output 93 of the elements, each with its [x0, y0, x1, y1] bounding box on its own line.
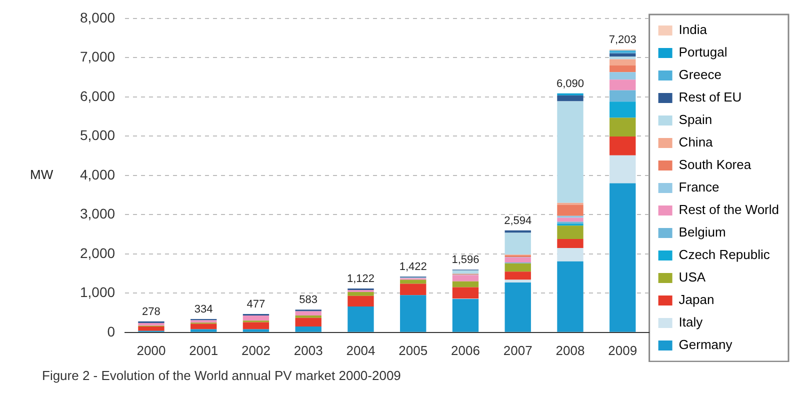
total-label: 2,594 — [504, 214, 532, 227]
legend-label: Portugal — [678, 44, 728, 60]
bar — [557, 248, 584, 262]
y-tick-label: 0 — [107, 323, 116, 340]
total-label: 583 — [299, 294, 318, 306]
bar — [557, 95, 584, 102]
bar — [557, 204, 584, 216]
bar — [610, 53, 636, 56]
bar — [504, 282, 531, 332]
x-tick-label: 2000 — [136, 342, 166, 358]
legend-label: Italy — [678, 314, 704, 330]
x-tick-label: 2008 — [556, 342, 585, 358]
total-label: 477 — [246, 298, 266, 310]
bar — [190, 324, 217, 330]
bar — [557, 101, 584, 203]
caption: Figure 2 - Evolution of the World annual PV market 2000-2009 — [42, 368, 401, 383]
x-tick-label: 2004 — [346, 342, 376, 358]
bar — [610, 80, 636, 90]
bar — [400, 295, 426, 332]
bar — [295, 311, 322, 316]
bar — [400, 284, 426, 296]
bar — [348, 292, 374, 296]
total-label: 334 — [194, 304, 213, 316]
bar — [190, 329, 217, 332]
bar — [610, 183, 636, 332]
bar — [452, 270, 479, 274]
legend-label: USA — [678, 270, 706, 285]
y-tick-label: 6,000 — [80, 88, 116, 104]
bar — [610, 155, 636, 184]
x-tick-label: 2005 — [398, 342, 428, 358]
legend-label: Rest of EU — [678, 90, 742, 105]
bar — [452, 287, 479, 299]
x-tick-label: 2009 — [608, 342, 638, 358]
total-label: 278 — [142, 306, 160, 318]
legend-label: Rest of the World — [678, 202, 780, 218]
x-tick-label: 2006 — [451, 342, 480, 358]
x-tick-label: 2002 — [242, 342, 270, 358]
bar — [557, 226, 584, 239]
bar — [242, 322, 270, 330]
y-tick-label: 2,000 — [80, 244, 116, 261]
bar — [295, 318, 322, 327]
total-label: 1,122 — [346, 272, 374, 285]
bar — [138, 322, 164, 326]
bar — [504, 257, 531, 263]
y-tick-label: 4,000 — [80, 166, 116, 182]
bar — [610, 59, 636, 66]
bar — [504, 263, 531, 272]
y-tick-label: 1,000 — [80, 284, 116, 300]
bar — [610, 66, 636, 72]
legend-label: Germany — [678, 337, 733, 352]
bar — [610, 136, 636, 156]
bar — [504, 280, 531, 283]
bar — [557, 218, 584, 222]
bar — [610, 72, 636, 80]
y-tick-label: 7,000 — [80, 48, 116, 65]
legend-label: Spain — [678, 112, 712, 128]
legend-label: Japan — [678, 292, 714, 308]
bar — [348, 306, 374, 332]
total-label: 6,090 — [556, 78, 584, 90]
bar — [295, 326, 322, 332]
legend-label: Czech Republic — [678, 247, 770, 262]
legend-label: Greece — [678, 67, 722, 82]
total-label: 1,596 — [452, 254, 480, 266]
bar — [452, 275, 479, 282]
y-axis-title: MW — [30, 166, 54, 182]
total-label: 1,422 — [399, 261, 427, 274]
legend-label: Belgium — [678, 224, 726, 240]
bar — [610, 90, 636, 102]
bar — [504, 272, 531, 280]
bar — [610, 118, 636, 137]
bar — [452, 281, 479, 288]
bar — [610, 56, 636, 60]
total-label: 7,203 — [608, 34, 636, 46]
x-tick-label: 2003 — [294, 342, 323, 358]
y-tick-label: 3,000 — [80, 206, 116, 222]
bar — [138, 326, 164, 331]
bar — [504, 232, 531, 255]
legend-label: China — [678, 134, 714, 150]
legend-label: France — [678, 180, 720, 195]
legend-label: South Korea — [678, 157, 752, 172]
bar — [452, 299, 479, 332]
y-tick-label: 8,000 — [80, 9, 116, 26]
bar — [242, 316, 270, 321]
legend-label: India — [678, 22, 708, 38]
bar — [348, 296, 374, 306]
bar — [557, 238, 584, 248]
bar — [557, 261, 584, 332]
x-tick-label: 2007 — [503, 342, 532, 358]
x-tick-label: 2001 — [189, 342, 218, 358]
y-tick-label: 5,000 — [80, 127, 116, 144]
bar — [242, 329, 270, 332]
bar — [190, 320, 217, 323]
bar — [610, 102, 636, 118]
